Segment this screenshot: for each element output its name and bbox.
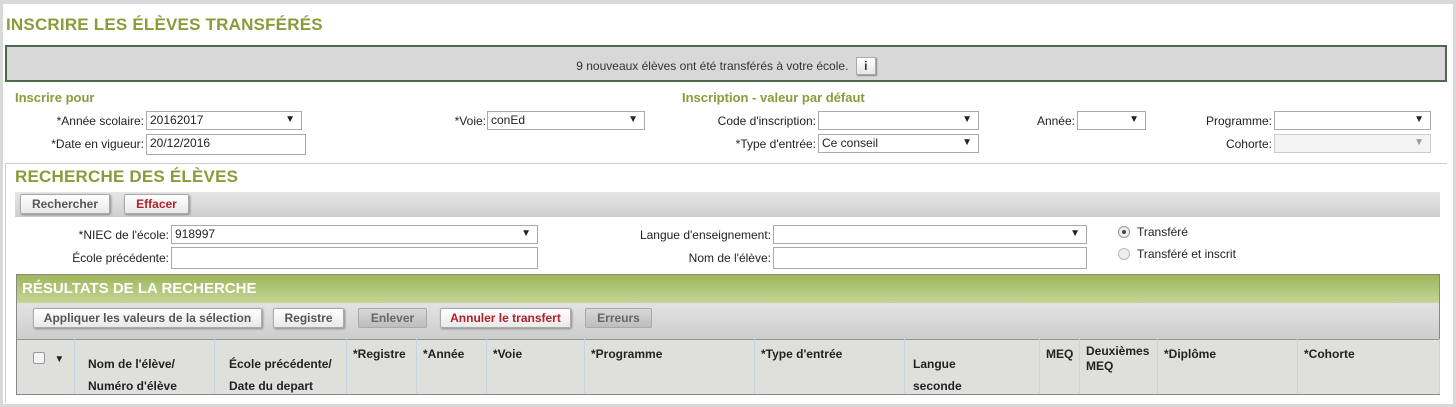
column-header[interactable]: *Diplôme: [1158, 339, 1298, 394]
annuler-transfert-button[interactable]: Annuler le transfert: [440, 308, 571, 328]
clear-button[interactable]: Effacer: [124, 194, 189, 214]
chevron-down-icon: ▼: [1414, 114, 1424, 125]
column-header[interactable]: *Cohorte: [1298, 339, 1440, 394]
registre-button[interactable]: Registre: [273, 308, 344, 328]
nom-eleve-label: Nom de l'élève:: [688, 251, 771, 265]
page-title: INSCRIRE LES ÉLÈVES TRANSFÉRÉS: [6, 15, 323, 34]
chevron-down-icon: ▼: [962, 137, 972, 148]
langue-select[interactable]: ▼: [773, 225, 1087, 244]
radio-transfere[interactable]: [1118, 226, 1130, 238]
date-vigueur-input[interactable]: 20/12/2016: [146, 134, 306, 155]
search-toolbar: [15, 192, 1440, 217]
radio-transfere-inscrit[interactable]: [1118, 248, 1130, 260]
niec-label: *NIEC de l'école:: [78, 228, 169, 242]
erreurs-button[interactable]: Erreurs: [585, 308, 652, 328]
chevron-down-icon: ▼: [1129, 114, 1139, 125]
column-header[interactable]: *Type d'entrée: [755, 339, 905, 394]
column-header[interactable]: *Voie: [487, 339, 585, 394]
chevron-down-icon: ▼: [962, 114, 972, 125]
chevron-down-icon: ▼: [1070, 228, 1080, 239]
column-header[interactable]: *Année: [417, 339, 487, 394]
section-heading-inscrire-pour: Inscrire pour: [15, 90, 95, 105]
select-all-column: ▼: [17, 339, 75, 394]
select-all-checkbox[interactable]: [33, 352, 45, 364]
chevron-down-icon: ▼: [628, 114, 638, 125]
code-inscription-label: Code d'inscription:: [717, 114, 816, 128]
apply-selection-button[interactable]: Appliquer les valeurs de la sélection: [33, 308, 262, 328]
column-header[interactable]: École précédente/ Date du depart: [215, 339, 347, 394]
column-header[interactable]: Deuxièmes MEQ: [1080, 339, 1158, 394]
date-vigueur-label: *Date en vigueur:: [51, 137, 144, 151]
radio-transfere-label: Transféré: [1137, 225, 1188, 239]
niec-select[interactable]: 918997 ▼: [171, 225, 538, 244]
annee-scolaire-select[interactable]: 20162017 ▼: [146, 111, 302, 130]
cohorte-select[interactable]: ▼: [1274, 134, 1431, 153]
chevron-down-icon: ▼: [1414, 137, 1424, 148]
column-header[interactable]: *Registre: [347, 339, 417, 394]
annee-scolaire-label: *Année scolaire:: [56, 114, 144, 128]
section-heading-recherche: RECHERCHE DES ÉLÈVES: [15, 167, 239, 186]
programme-label: Programme:: [1205, 114, 1272, 128]
column-header[interactable]: MEQ: [1040, 339, 1080, 394]
results-heading: RÉSULTATS DE LA RECHERCHE: [17, 275, 1439, 303]
ecole-precedente-label: École précédente:: [72, 251, 169, 265]
results-panel: RÉSULTATS DE LA RECHERCHE: [16, 274, 1440, 395]
chevron-down-icon[interactable]: ▼: [54, 354, 65, 365]
notice-text: 9 nouveaux élèves ont été transférés à v…: [576, 59, 849, 73]
column-header[interactable]: Langue seconde: [905, 339, 1040, 394]
column-header[interactable]: Nom de l'élève/ Numéro d'élève: [75, 339, 215, 394]
section-heading-inscription-defaut: Inscription - valeur par défaut: [682, 90, 865, 105]
chevron-down-icon: ▼: [285, 114, 295, 125]
annee-label: Année:: [1036, 114, 1075, 128]
enlever-button[interactable]: Enlever: [358, 308, 427, 328]
code-inscription-select[interactable]: ▼: [818, 111, 979, 130]
info-button[interactable]: i: [855, 57, 876, 75]
column-header[interactable]: *Programme: [585, 339, 755, 394]
nom-eleve-input[interactable]: [773, 247, 1087, 269]
type-entree-label: *Type d'entrée:: [735, 137, 816, 151]
cohorte-label: Cohorte:: [1225, 137, 1272, 151]
divider: [5, 163, 6, 403]
programme-select[interactable]: ▼: [1274, 111, 1431, 130]
results-table-header: [17, 339, 1439, 394]
search-button[interactable]: Rechercher: [20, 194, 110, 214]
notice-banner: 9 nouveaux élèves ont été transférés à v…: [5, 45, 1447, 82]
annee-select[interactable]: ▼: [1077, 111, 1146, 130]
radio-transfere-inscrit-label: Transféré et inscrit: [1137, 247, 1236, 261]
divider: [5, 163, 1447, 164]
voie-label: *Voie:: [454, 114, 486, 128]
voie-select[interactable]: conEd ▼: [487, 111, 645, 130]
ecole-precedente-input[interactable]: [171, 247, 538, 269]
chevron-down-icon: ▼: [521, 228, 531, 239]
type-entree-select[interactable]: Ce conseil ▼: [818, 134, 979, 153]
langue-label: Langue d'enseignement:: [639, 228, 771, 242]
